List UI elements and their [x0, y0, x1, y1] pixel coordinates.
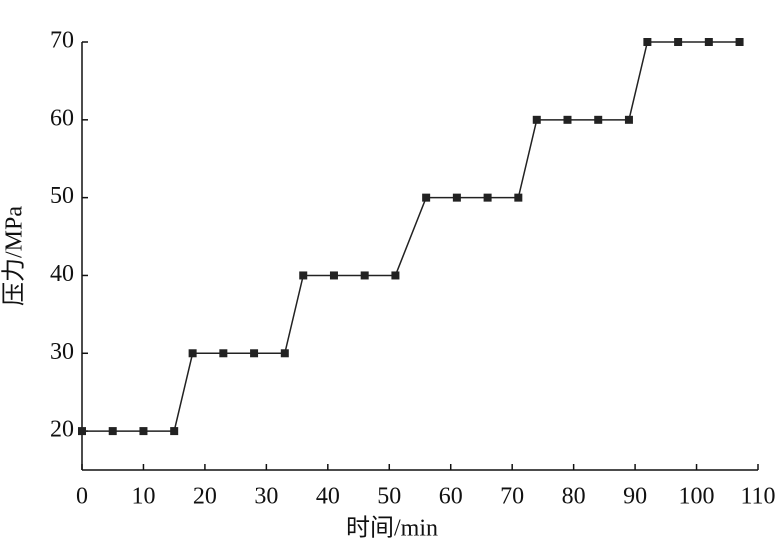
data-point: [563, 115, 572, 124]
y-tick-label: 50: [50, 183, 74, 209]
x-axis-label: 时间/min: [346, 515, 438, 542]
data-point: [280, 349, 289, 358]
data-point: [735, 38, 744, 46]
data-point: [78, 427, 86, 436]
data-point: [391, 271, 400, 280]
x-tick-label: 30: [254, 484, 278, 510]
data-point: [250, 349, 259, 358]
x-tick-label: 50: [377, 484, 401, 510]
x-tick-label: 110: [740, 484, 775, 510]
data-point: [329, 271, 338, 280]
x-tick-label: 10: [131, 484, 155, 510]
y-tick-label: 60: [50, 105, 74, 131]
data-point: [624, 115, 633, 124]
data-point: [514, 193, 523, 202]
data-point: [360, 271, 369, 280]
data-point: [139, 427, 148, 436]
y-tick-label: 40: [50, 261, 74, 287]
y-axis-label: 压力/MPa: [1, 206, 28, 306]
x-tick-label: 80: [562, 484, 586, 510]
data-point: [594, 115, 603, 124]
data-point: [532, 115, 541, 124]
data-point: [483, 193, 492, 202]
data-point: [674, 38, 683, 46]
y-tick-label: 20: [50, 417, 74, 443]
data-point: [643, 38, 652, 46]
x-tick-label: 40: [316, 484, 340, 510]
data-line: [82, 41, 740, 432]
x-tick-label: 100: [679, 484, 715, 510]
x-tick-label: 0: [76, 484, 88, 510]
data-point: [108, 427, 117, 436]
data-point: [219, 349, 228, 358]
x-tick-label: 90: [623, 484, 647, 510]
x-tick-label: 60: [439, 484, 463, 510]
y-tick-label: 70: [50, 28, 74, 54]
data-point: [299, 271, 308, 280]
data-point: [170, 427, 179, 436]
x-tick-label: 70: [500, 484, 524, 510]
data-point: [422, 193, 431, 202]
data-point: [704, 38, 713, 46]
data-point: [188, 349, 197, 358]
x-tick-label: 20: [193, 484, 217, 510]
data-point: [452, 193, 461, 202]
y-tick-label: 30: [50, 339, 74, 365]
